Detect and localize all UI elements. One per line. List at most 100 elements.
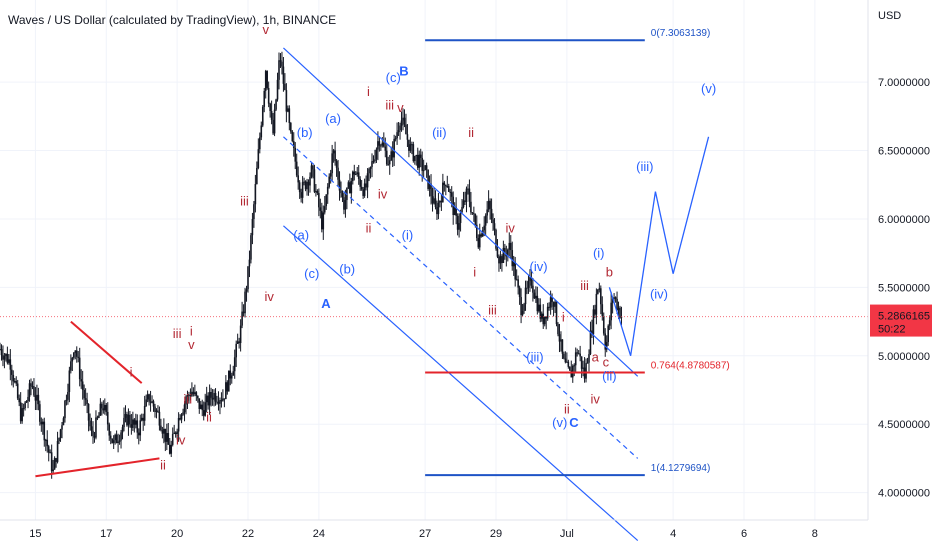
price-tick-label: 4.5000000 <box>878 419 930 431</box>
candle-body <box>0 349 3 356</box>
fib-level-label: 0(7.3063139) <box>651 28 711 39</box>
candle-body <box>74 350 77 353</box>
candle-body <box>354 174 357 176</box>
candle-body <box>321 210 323 230</box>
candle-body <box>439 201 441 203</box>
candle-body <box>186 394 189 401</box>
candle-body <box>112 440 115 443</box>
candle-body <box>123 417 125 428</box>
candle-body <box>442 182 444 203</box>
candle-body <box>487 200 490 210</box>
candle-body <box>93 435 96 438</box>
candle-body <box>319 207 322 211</box>
trend-line <box>70 320 143 384</box>
candle-body <box>450 192 453 197</box>
candle-body <box>458 223 460 230</box>
candle-body <box>143 405 146 421</box>
candle-body <box>427 169 429 189</box>
candle-body <box>121 427 124 433</box>
candle-body <box>183 404 186 413</box>
wave-label: v <box>262 22 269 37</box>
candle-body <box>582 367 584 369</box>
candle-body <box>298 182 301 193</box>
candle-body <box>489 200 491 209</box>
wave-label: i <box>130 364 133 379</box>
candle-body <box>30 383 32 387</box>
candle-body <box>81 381 84 390</box>
candle-body <box>464 200 466 203</box>
candle-body <box>127 414 130 426</box>
candle-body <box>471 212 474 214</box>
candle-body <box>415 154 418 156</box>
wave-label: c <box>603 355 610 370</box>
candle-body <box>440 201 443 203</box>
candle-body <box>284 83 286 91</box>
candle-body <box>124 414 127 418</box>
candle-body <box>403 117 406 125</box>
time-axis[interactable]: 15 17 20 22 24 27 29 Jul 4 6 8 <box>0 519 868 540</box>
candle-body <box>42 421 44 425</box>
candle-body <box>322 212 325 230</box>
wave-label: ii <box>206 409 212 424</box>
wave-label: iv <box>265 289 275 304</box>
wave-label: (a) <box>293 227 309 242</box>
candle-body <box>16 383 19 399</box>
candle-body <box>419 154 422 158</box>
wave-label: iii <box>580 278 589 293</box>
candle-body <box>325 194 328 207</box>
candle-body <box>120 432 122 441</box>
candle-body <box>391 151 394 158</box>
candle-body <box>318 193 320 208</box>
wave-label: iv <box>176 433 186 448</box>
candle-body <box>521 310 524 316</box>
candle-body <box>139 420 142 436</box>
candle-body <box>0 348 1 350</box>
candle-body <box>616 298 618 311</box>
candle-body <box>242 311 245 314</box>
candle-body <box>58 437 60 442</box>
candle-body <box>533 292 536 299</box>
candle-body <box>31 386 34 388</box>
candle-body <box>71 357 74 362</box>
candle-body <box>135 420 137 425</box>
candle-body <box>55 458 57 462</box>
candle-body <box>473 213 475 215</box>
candle-body <box>295 161 298 176</box>
candle-body <box>598 288 601 290</box>
candle-body <box>484 215 487 226</box>
candle-body <box>5 353 7 357</box>
wave-label: (a) <box>325 111 341 126</box>
candle-body <box>282 66 285 84</box>
wave-label: (v) <box>552 415 567 430</box>
candle-body <box>130 424 133 428</box>
candle-body <box>372 160 375 162</box>
candle-body <box>455 207 457 216</box>
price-axis[interactable]: 4.0000000 4.5000000 5.0000000 5.5000000 6.00… <box>867 0 932 520</box>
candle-body <box>154 406 156 412</box>
projection-path <box>608 136 710 356</box>
candle-body <box>569 366 571 371</box>
candle-body <box>613 297 615 299</box>
candle-body <box>414 155 416 161</box>
candle-body <box>108 424 111 436</box>
candle-body <box>416 154 419 168</box>
candle-body <box>12 374 15 382</box>
fib-level-label: 1(4.1279694) <box>651 463 711 474</box>
candle-body <box>326 186 329 195</box>
wave-label: iii <box>173 326 182 341</box>
current-price-badge <box>870 304 932 337</box>
candle-body <box>33 386 35 396</box>
wave-label: ii <box>468 125 474 140</box>
candle-body <box>545 316 547 319</box>
candle-body <box>536 295 539 312</box>
candle-body <box>222 398 224 401</box>
candle-body <box>362 189 364 196</box>
candle-body <box>520 297 522 316</box>
candle-body <box>514 261 516 280</box>
candle-body <box>344 200 347 210</box>
candle-body <box>480 234 483 237</box>
candle-body <box>366 173 369 188</box>
candle-body <box>260 125 263 138</box>
